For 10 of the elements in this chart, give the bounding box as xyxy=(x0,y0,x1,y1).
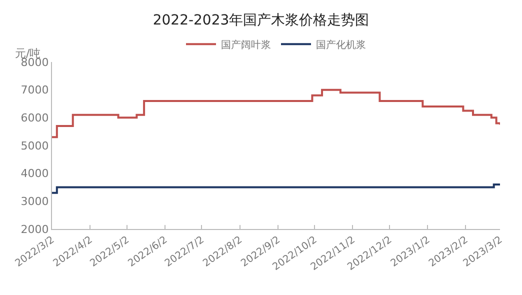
y-tick-label: 2000 xyxy=(20,222,49,236)
legend-label: 国产阔叶浆 xyxy=(221,39,271,52)
y-tick-label: 7000 xyxy=(20,84,49,97)
y-tick-label: 5000 xyxy=(20,139,49,152)
chart-title: 2022-2023年国产木浆价格走势图 xyxy=(152,12,370,29)
y-tick-label: 4000 xyxy=(20,167,49,180)
y-tick-label: 6000 xyxy=(20,112,49,125)
y-tick-label: 3000 xyxy=(20,195,49,208)
legend-label: 国产化机浆 xyxy=(316,39,366,52)
y-axis-title: 元/吨 xyxy=(15,47,41,60)
